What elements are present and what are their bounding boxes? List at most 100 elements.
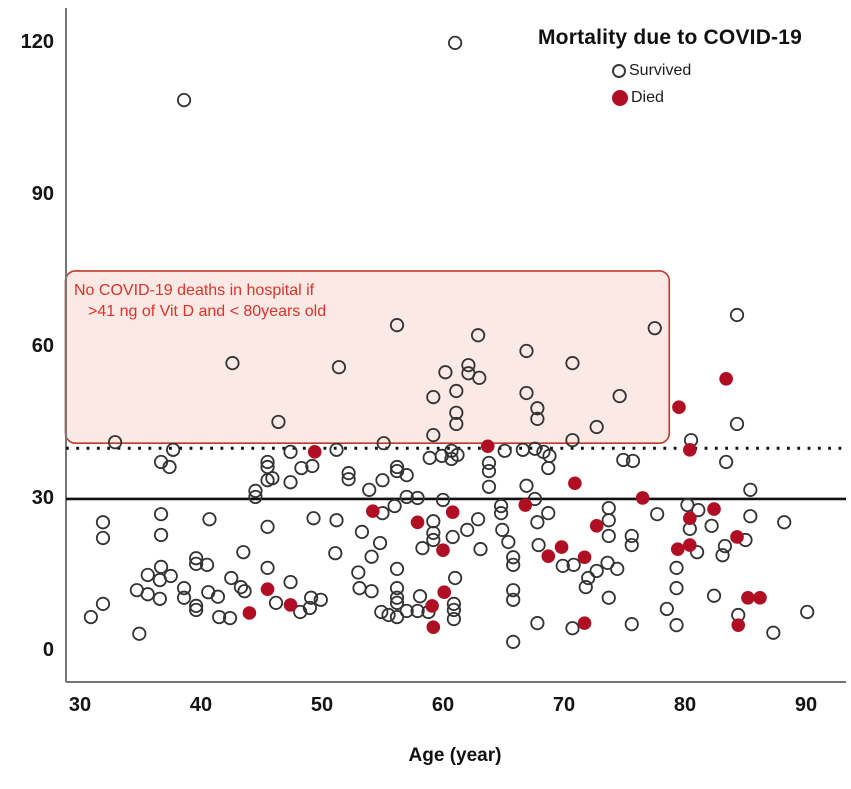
died-point [577, 616, 592, 630]
died-point [283, 598, 298, 612]
survived-point [481, 455, 497, 471]
died-point [683, 538, 697, 552]
survived-point [426, 389, 441, 405]
survived-point [669, 560, 684, 575]
survived-point [176, 93, 192, 108]
survived-point [601, 528, 616, 544]
survived-point [647, 321, 662, 336]
survived-point [107, 435, 123, 450]
survived-point [95, 515, 111, 530]
survived-point [283, 574, 298, 590]
survived-point [202, 512, 217, 527]
survived-point [410, 490, 425, 506]
died-point [683, 443, 697, 457]
survived-point [650, 507, 665, 522]
x-tick-label: 60 [431, 694, 455, 716]
survived-point [352, 581, 367, 596]
survived-point [224, 570, 239, 586]
survived-point [610, 561, 625, 576]
survived-point [372, 535, 388, 551]
survived-point [248, 489, 263, 505]
survived-point [555, 558, 570, 573]
survived-point [364, 584, 379, 599]
survived-point [389, 318, 405, 333]
survived-point [624, 617, 639, 632]
survived-point [140, 567, 155, 583]
survived-point [659, 601, 674, 617]
survived-point [501, 534, 516, 550]
survived-point [743, 482, 758, 497]
x-tick-label: 80 [673, 694, 697, 716]
survived-point [306, 511, 321, 526]
survived-point [305, 458, 320, 474]
survived-point [531, 537, 546, 553]
y-tick-label: 30 [31, 486, 54, 509]
survived-point [271, 414, 286, 430]
survived-point [225, 356, 240, 371]
survived-point [493, 498, 509, 514]
survived-point [506, 583, 521, 598]
survived-point [506, 557, 521, 572]
survived-point [341, 472, 356, 487]
survived-point [449, 383, 464, 399]
survived-point [248, 483, 263, 498]
survived-point [260, 454, 275, 470]
survived-point [612, 388, 627, 404]
survived-point [616, 452, 631, 468]
x-tick-label: 30 [68, 694, 92, 716]
died-point [730, 530, 744, 544]
survived-point [260, 519, 275, 534]
survived-point [589, 563, 604, 579]
survived-point [176, 581, 192, 596]
survived-point [268, 595, 284, 610]
died-point [635, 491, 650, 505]
survived-point [302, 600, 317, 616]
survived-point [669, 618, 684, 633]
survived-point [387, 498, 402, 514]
survived-point [519, 385, 534, 401]
survived-point [445, 529, 460, 545]
survived-point [189, 602, 204, 618]
survived-point [389, 459, 405, 475]
survived-point [389, 581, 405, 596]
died-point [568, 476, 582, 491]
survived-point [481, 463, 497, 479]
survived-point [530, 515, 545, 530]
died-point [426, 620, 441, 634]
survived-point [189, 598, 204, 613]
survived-point [152, 591, 167, 606]
survived-point [412, 589, 428, 604]
survived-point [376, 436, 391, 451]
survived-point [189, 556, 204, 571]
survived-point [527, 491, 543, 507]
survived-point [399, 489, 414, 505]
survived-point [541, 506, 556, 521]
survived-point [329, 442, 344, 457]
survived-point [515, 442, 530, 457]
survived-point [719, 454, 734, 470]
survived-point [717, 538, 733, 554]
died-point [719, 372, 733, 386]
survived-point [729, 307, 745, 323]
survived-point [530, 411, 545, 426]
survived-point [565, 433, 580, 448]
legend-item-survived: Survived [612, 57, 691, 84]
survived-point [328, 546, 343, 561]
survived-point [389, 561, 405, 576]
survived-point [375, 473, 390, 488]
died-point [437, 585, 452, 600]
died-point [672, 400, 686, 415]
survived-point [140, 587, 155, 602]
survived-point [329, 513, 344, 528]
survived-point [800, 604, 815, 620]
survived-point [446, 602, 461, 618]
survived-point [578, 580, 593, 595]
survived-point [481, 479, 497, 494]
survived-point [210, 589, 226, 604]
survived-point [447, 570, 463, 586]
x-tick-label: 50 [310, 694, 334, 716]
survived-point [426, 525, 441, 541]
survived-point [495, 522, 510, 537]
survived-point [601, 500, 616, 516]
